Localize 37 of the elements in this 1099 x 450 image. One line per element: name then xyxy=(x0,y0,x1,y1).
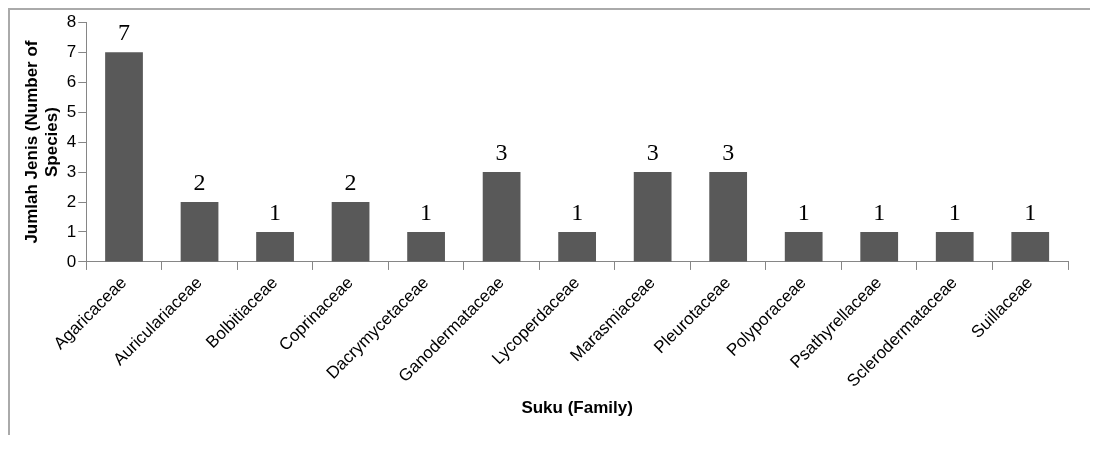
data-label: 3 xyxy=(495,139,508,166)
y-tick-label: 4 xyxy=(66,131,77,151)
bar xyxy=(105,52,143,262)
data-label: 2 xyxy=(193,169,206,196)
y-axis-title: Jumlah Jenis (Number of Species) xyxy=(21,40,62,244)
y-tick-label: 6 xyxy=(66,71,77,91)
y-tick-label: 8 xyxy=(66,11,77,31)
data-label: 1 xyxy=(420,199,433,226)
bar xyxy=(482,172,521,262)
data-label: 3 xyxy=(722,139,735,166)
data-label: 1 xyxy=(571,199,584,226)
bar xyxy=(633,172,672,262)
bar xyxy=(935,231,974,262)
data-label: 7 xyxy=(118,19,131,46)
y-tick-label: 7 xyxy=(66,41,77,61)
y-tick-label: 0 xyxy=(66,251,77,271)
bar xyxy=(709,172,748,262)
data-label: 1 xyxy=(1024,199,1037,226)
data-label: 1 xyxy=(797,199,810,226)
bar xyxy=(784,231,823,262)
y-tick-label: 1 xyxy=(66,221,77,241)
bar xyxy=(331,202,370,262)
bar xyxy=(180,202,219,262)
bar xyxy=(860,231,899,262)
y-tick-label: 5 xyxy=(66,101,77,121)
y-tick-label: 3 xyxy=(66,161,77,181)
y-tick-label: 2 xyxy=(66,191,77,211)
x-axis-title: Suku (Family) xyxy=(521,398,633,418)
data-label: 2 xyxy=(344,169,357,196)
bar xyxy=(407,231,445,262)
data-label: 1 xyxy=(269,199,282,226)
data-label: 1 xyxy=(873,199,886,226)
bar xyxy=(1011,231,1050,262)
bar xyxy=(256,231,294,262)
data-label: 1 xyxy=(948,199,961,226)
data-label: 3 xyxy=(646,139,659,166)
bar xyxy=(558,231,597,262)
